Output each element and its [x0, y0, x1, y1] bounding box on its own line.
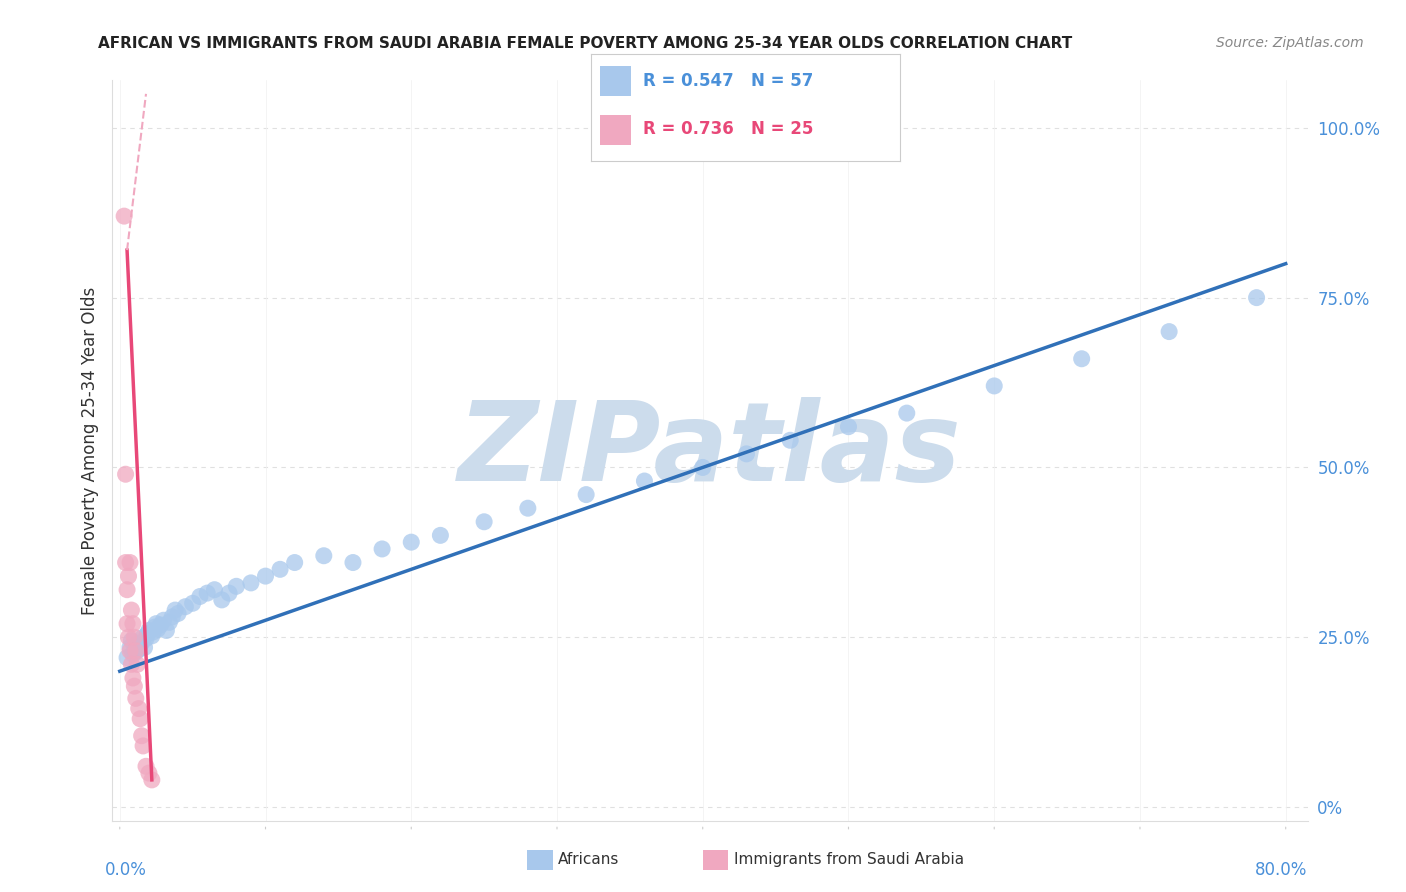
Point [138, 766, 160, 780]
Point [472, 515, 495, 529]
Point [165, 603, 187, 617]
Point [141, 629, 163, 643]
Point [114, 467, 136, 482]
Point [132, 630, 155, 644]
Point [1070, 351, 1092, 366]
Text: Immigrants from Saudi Arabia: Immigrants from Saudi Arabia [734, 853, 965, 867]
Point [195, 586, 218, 600]
Point [1159, 325, 1181, 339]
Point [115, 616, 138, 631]
Text: 80.0%: 80.0% [1256, 862, 1308, 880]
Point [342, 556, 364, 570]
Point [117, 569, 139, 583]
Point [124, 630, 146, 644]
Point [167, 607, 190, 621]
Point [118, 640, 141, 655]
Point [284, 556, 307, 570]
Point [429, 528, 451, 542]
Point [401, 535, 423, 549]
Point [124, 644, 146, 658]
Point [124, 679, 146, 693]
Point [138, 624, 160, 638]
Point [131, 729, 153, 743]
Point [188, 590, 211, 604]
Text: R = 0.547   N = 57: R = 0.547 N = 57 [643, 72, 814, 90]
Point [143, 620, 166, 634]
Point [633, 474, 655, 488]
Point [135, 759, 157, 773]
Point [117, 630, 139, 644]
Point [125, 644, 148, 658]
Point [149, 618, 172, 632]
Point [779, 434, 801, 448]
Point [239, 575, 262, 590]
Point [115, 650, 138, 665]
Point [129, 712, 152, 726]
Point [146, 622, 169, 636]
Point [896, 406, 918, 420]
Point [134, 640, 156, 655]
Point [125, 691, 148, 706]
Point [118, 644, 141, 658]
Point [575, 487, 598, 501]
Y-axis label: Female Poverty Among 25-34 Year Olds: Female Poverty Among 25-34 Year Olds [80, 286, 98, 615]
Point [157, 615, 180, 630]
Point [269, 562, 291, 576]
Point [115, 582, 138, 597]
Point [136, 627, 159, 641]
FancyBboxPatch shape [600, 66, 631, 96]
Point [162, 610, 183, 624]
Point [122, 647, 145, 661]
Point [142, 624, 165, 639]
Point [129, 639, 152, 653]
Text: R = 0.736   N = 25: R = 0.736 N = 25 [643, 120, 814, 138]
Point [155, 624, 177, 638]
Point [181, 596, 204, 610]
Text: ZIPatlas: ZIPatlas [458, 397, 962, 504]
Point [128, 701, 150, 715]
Point [112, 209, 135, 223]
Point [211, 593, 233, 607]
Text: Africans: Africans [558, 853, 620, 867]
Point [174, 599, 197, 614]
Point [128, 642, 150, 657]
Point [122, 671, 145, 685]
Point [114, 556, 136, 570]
Point [120, 603, 142, 617]
Point [127, 657, 149, 672]
Point [127, 637, 149, 651]
Point [692, 460, 714, 475]
Point [204, 582, 226, 597]
Text: 0.0%: 0.0% [105, 862, 148, 880]
Point [145, 616, 167, 631]
Point [141, 772, 163, 787]
Point [218, 586, 240, 600]
Point [516, 501, 538, 516]
Point [735, 447, 758, 461]
Point [152, 613, 174, 627]
Point [120, 657, 142, 672]
Point [1246, 291, 1268, 305]
Text: AFRICAN VS IMMIGRANTS FROM SAUDI ARABIA FEMALE POVERTY AMONG 25-34 YEAR OLDS COR: AFRICAN VS IMMIGRANTS FROM SAUDI ARABIA … [98, 36, 1073, 51]
Point [983, 379, 1005, 393]
Point [225, 579, 247, 593]
Point [135, 632, 157, 646]
Point [120, 633, 142, 648]
Text: Source: ZipAtlas.com: Source: ZipAtlas.com [1216, 36, 1364, 50]
Point [254, 569, 277, 583]
Point [122, 616, 145, 631]
FancyBboxPatch shape [600, 114, 631, 145]
Point [371, 541, 394, 556]
Point [125, 645, 148, 659]
Point [131, 635, 153, 649]
Point [837, 419, 859, 434]
Point [132, 739, 155, 753]
Point [312, 549, 335, 563]
Point [118, 556, 141, 570]
